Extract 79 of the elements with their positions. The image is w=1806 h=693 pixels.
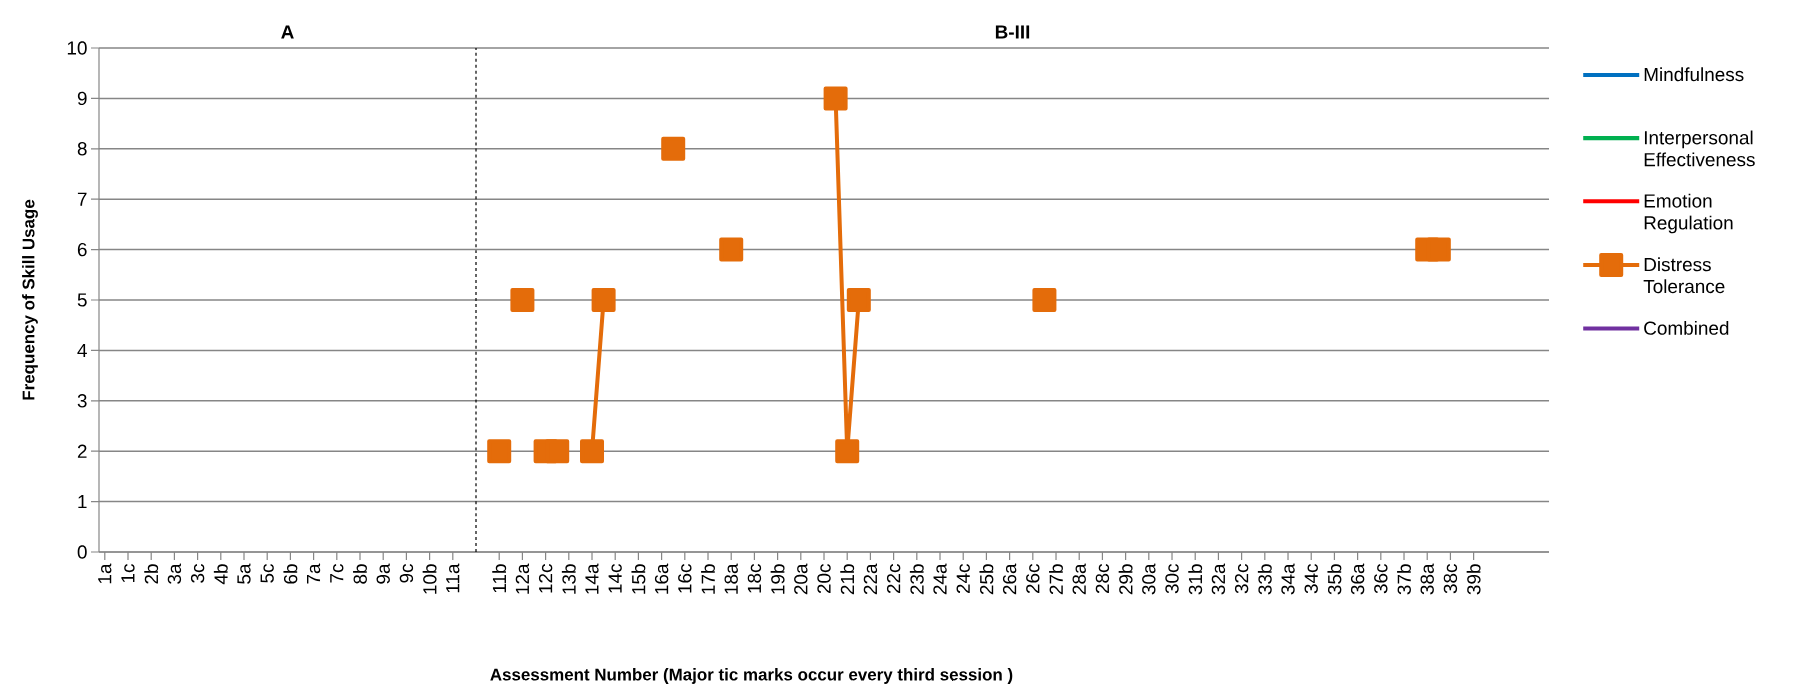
x-tick-label: 21b [840, 564, 855, 595]
y-tick-label: 8 [77, 142, 87, 156]
x-tick-label: 28a [1072, 563, 1086, 595]
x-tick-label: 3c [190, 564, 205, 583]
x-tick-label: 30a [1142, 563, 1156, 595]
x-tick-label: 12c [538, 564, 553, 593]
legend-label: Emotion Regulation [1644, 193, 1733, 234]
x-tick-label: 13b [561, 564, 576, 594]
x-tick-label: 1c [121, 564, 135, 583]
x-tick-label: 8b [353, 564, 367, 584]
x-tick-label: 1a [98, 563, 112, 584]
x-tick-label: 29b [1118, 564, 1133, 595]
x-tick-label: 10b [422, 564, 437, 594]
x-tick-label: 36c [1374, 564, 1388, 594]
x-tick-label: 26c [1026, 564, 1040, 594]
x-tick-label: 24c [956, 564, 970, 594]
x-tick-label: 18c [747, 564, 762, 593]
y-tick-label: 3 [77, 394, 87, 408]
y-tick-label: 7 [77, 192, 87, 206]
text: B-III [995, 25, 1030, 39]
x-tick-label: 24a [933, 563, 947, 595]
x-tick-label: 32c [1234, 564, 1249, 594]
x-tick-label: 22a [863, 563, 878, 595]
x-tick-label: 17b [701, 564, 715, 594]
x-tick-label: 27b [1049, 564, 1063, 595]
x-tick-label: 34a [1281, 563, 1295, 595]
x-tick-label: 31b [1188, 564, 1203, 595]
x-tick-label: 5a [237, 563, 251, 584]
x-tick-label: 2b [144, 564, 159, 584]
x-tick-label: 25b [979, 564, 994, 595]
x-tick-label: 14c [608, 564, 622, 593]
x-tick-label: 7a [307, 563, 321, 584]
x-tick-label: 3a [167, 563, 182, 584]
y-tick-label: 6 [77, 242, 87, 257]
x-tick-label: 15b [631, 564, 646, 594]
x-tick-label: 12a [515, 563, 530, 594]
x-tick-label: 22c [886, 564, 901, 594]
x-tick-label: 36a [1350, 563, 1365, 595]
x-tick-label: 7c [330, 564, 344, 583]
x-tick-label: 23b [909, 564, 924, 595]
x-tick-label: 16a [654, 563, 669, 594]
x-tick-label: 18a [724, 563, 738, 594]
legend-label: Combined [1644, 320, 1729, 335]
x-tick-label: 16c [678, 564, 692, 593]
x-tick-label: 32a [1211, 563, 1226, 595]
x-tick-label: 4b [213, 564, 228, 585]
x-tick-label: 39b [1466, 564, 1481, 595]
y-tick-label: 2 [77, 444, 87, 458]
legend-label: Interpersonal Effectiveness [1644, 130, 1755, 167]
x-tick-label: 37b [1397, 564, 1411, 595]
x-tick-label: 35b [1327, 564, 1342, 595]
y-tick-label: 5 [77, 293, 87, 307]
y-axis-title: Frequency of Skill Usage [22, 199, 38, 400]
text: A [281, 25, 294, 39]
x-tick-label: 5c [260, 564, 274, 583]
x-tick-label: 20a [794, 563, 808, 595]
y-tick-label: 4 [77, 343, 87, 357]
x-tick-label: 11a [446, 563, 460, 593]
x-tick-label: 33b [1257, 564, 1272, 595]
x-tick-label: 11b [492, 564, 507, 593]
x-tick-label: 26a [1002, 563, 1017, 595]
y-tick-label: 10 [67, 41, 87, 55]
x-tick-label: 6b [283, 564, 298, 584]
y-tick-label: 0 [77, 545, 87, 559]
x-tick-label: 28c [1095, 564, 1110, 594]
x-axis-title: Assessment Number (Major tic marks occur every third session ) [490, 668, 1013, 684]
x-tick-label: 20c [817, 564, 831, 594]
x-tick-label: 30c [1165, 564, 1179, 594]
x-tick-label: 34c [1304, 564, 1318, 594]
x-tick-label: 9a [376, 563, 390, 584]
x-tick-label: 9c [399, 564, 414, 583]
x-tick-label: 38a [1420, 563, 1434, 595]
legend-label: Distress Tolerance [1643, 257, 1725, 294]
x-tick-label: 14a [585, 563, 599, 594]
y-tick-label: 1 [78, 495, 87, 509]
y-tick-label: 9 [77, 91, 87, 106]
x-tick-label: 19b [770, 564, 785, 594]
x-tick-label: 38c [1443, 564, 1458, 594]
legend-label: Mindfulness [1644, 67, 1744, 82]
